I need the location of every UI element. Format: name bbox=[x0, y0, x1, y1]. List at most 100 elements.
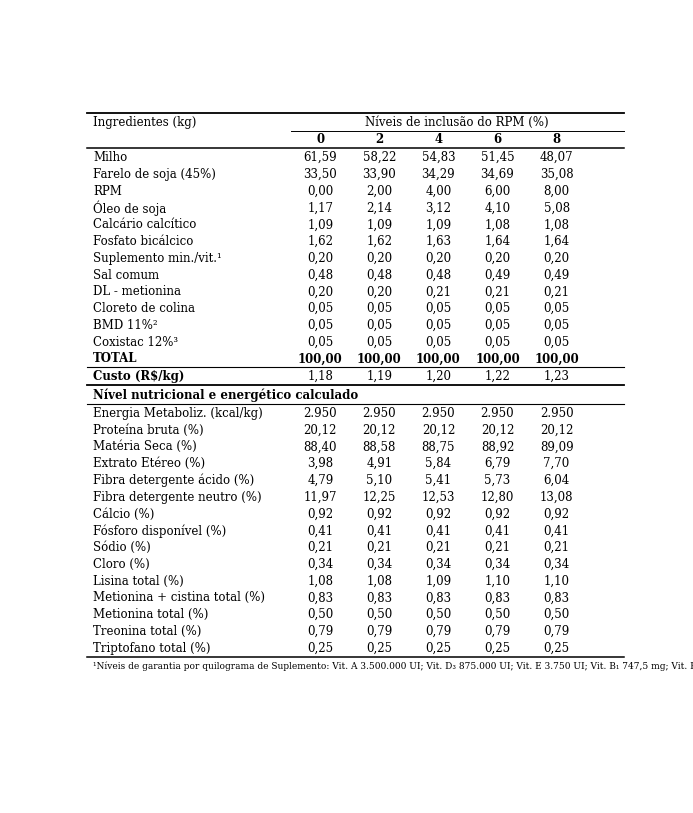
Text: 0,83: 0,83 bbox=[307, 591, 333, 604]
Text: 0,50: 0,50 bbox=[366, 608, 392, 621]
Text: 0,21: 0,21 bbox=[484, 541, 511, 554]
Text: Fósforo disponível (%): Fósforo disponível (%) bbox=[93, 524, 227, 537]
Text: 12,25: 12,25 bbox=[362, 491, 396, 504]
Text: Matéria Seca (%): Matéria Seca (%) bbox=[93, 441, 197, 454]
Text: 0,21: 0,21 bbox=[367, 541, 392, 554]
Text: 0,21: 0,21 bbox=[307, 541, 333, 554]
Text: 0,41: 0,41 bbox=[426, 524, 451, 537]
Text: 100,00: 100,00 bbox=[416, 353, 461, 366]
Text: 0,05: 0,05 bbox=[366, 336, 392, 349]
Text: 0,79: 0,79 bbox=[543, 625, 570, 638]
Text: 2,00: 2,00 bbox=[367, 185, 392, 198]
Text: 11,97: 11,97 bbox=[304, 491, 337, 504]
Text: 6: 6 bbox=[493, 133, 502, 146]
Text: 61,59: 61,59 bbox=[304, 151, 337, 164]
Text: Calcário calcítico: Calcário calcítico bbox=[93, 218, 196, 231]
Text: 6,79: 6,79 bbox=[484, 457, 511, 470]
Text: 4,79: 4,79 bbox=[307, 474, 333, 487]
Text: 0,48: 0,48 bbox=[367, 268, 392, 281]
Text: Coxistac 12%³: Coxistac 12%³ bbox=[93, 336, 178, 349]
Text: 0,20: 0,20 bbox=[307, 285, 333, 298]
Text: 12,53: 12,53 bbox=[421, 491, 455, 504]
Text: 1,09: 1,09 bbox=[367, 218, 392, 231]
Text: 1,08: 1,08 bbox=[484, 218, 511, 231]
Text: 1,10: 1,10 bbox=[484, 575, 511, 588]
Text: 0,34: 0,34 bbox=[543, 558, 570, 571]
Text: 2: 2 bbox=[375, 133, 383, 146]
Text: Energia Metaboliz. (kcal/kg): Energia Metaboliz. (kcal/kg) bbox=[93, 406, 263, 420]
Text: Cloro (%): Cloro (%) bbox=[93, 558, 150, 571]
Text: 0,50: 0,50 bbox=[426, 608, 452, 621]
Text: 1,19: 1,19 bbox=[367, 370, 392, 383]
Text: 1,62: 1,62 bbox=[307, 235, 333, 248]
Text: 0,25: 0,25 bbox=[484, 641, 511, 654]
Text: 0,20: 0,20 bbox=[367, 252, 392, 265]
Text: 100,00: 100,00 bbox=[357, 353, 402, 366]
Text: 1,09: 1,09 bbox=[426, 575, 451, 588]
Text: 1,64: 1,64 bbox=[543, 235, 570, 248]
Text: 6,00: 6,00 bbox=[484, 185, 511, 198]
Text: 4,91: 4,91 bbox=[367, 457, 392, 470]
Text: 0,41: 0,41 bbox=[307, 524, 333, 537]
Text: 0,79: 0,79 bbox=[426, 625, 452, 638]
Text: Cálcio (%): Cálcio (%) bbox=[93, 507, 155, 520]
Text: 0: 0 bbox=[316, 133, 324, 146]
Text: 0,92: 0,92 bbox=[543, 507, 570, 520]
Text: 89,09: 89,09 bbox=[540, 441, 573, 454]
Text: 0,79: 0,79 bbox=[366, 625, 392, 638]
Text: 1,08: 1,08 bbox=[367, 575, 392, 588]
Text: ¹Níveis de garantia por quilograma de Suplemento: Vit. A 3.500.000 UI; Vit. D₃ 8: ¹Níveis de garantia por quilograma de Su… bbox=[93, 662, 693, 672]
Text: Metionina total (%): Metionina total (%) bbox=[93, 608, 209, 621]
Text: 2.950: 2.950 bbox=[362, 406, 396, 420]
Text: 0,41: 0,41 bbox=[484, 524, 511, 537]
Text: 8: 8 bbox=[552, 133, 561, 146]
Text: 34,69: 34,69 bbox=[481, 168, 514, 181]
Text: 3,98: 3,98 bbox=[307, 457, 333, 470]
Text: 0,50: 0,50 bbox=[543, 608, 570, 621]
Text: Milho: Milho bbox=[93, 151, 128, 164]
Text: 5,10: 5,10 bbox=[367, 474, 392, 487]
Text: 7,70: 7,70 bbox=[543, 457, 570, 470]
Text: 1,09: 1,09 bbox=[426, 218, 451, 231]
Text: Nível nutricional e energético calculado: Nível nutricional e energético calculado bbox=[93, 389, 358, 402]
Text: 0,05: 0,05 bbox=[307, 302, 333, 315]
Text: 1,64: 1,64 bbox=[484, 235, 511, 248]
Text: 0,25: 0,25 bbox=[426, 641, 451, 654]
Text: 1,62: 1,62 bbox=[367, 235, 392, 248]
Text: 20,12: 20,12 bbox=[540, 424, 573, 437]
Text: 48,07: 48,07 bbox=[540, 151, 573, 164]
Text: 5,08: 5,08 bbox=[543, 202, 570, 215]
Text: 2.950: 2.950 bbox=[481, 406, 514, 420]
Text: 0,50: 0,50 bbox=[307, 608, 333, 621]
Text: 0,21: 0,21 bbox=[426, 285, 451, 298]
Text: 0,34: 0,34 bbox=[426, 558, 452, 571]
Text: 88,40: 88,40 bbox=[304, 441, 337, 454]
Text: 0,05: 0,05 bbox=[366, 319, 392, 332]
Text: 0,20: 0,20 bbox=[484, 252, 511, 265]
Text: 0,79: 0,79 bbox=[307, 625, 333, 638]
Text: 1,18: 1,18 bbox=[307, 370, 333, 383]
Text: 1,63: 1,63 bbox=[426, 235, 451, 248]
Text: 1,10: 1,10 bbox=[543, 575, 570, 588]
Text: 6,04: 6,04 bbox=[543, 474, 570, 487]
Text: Extrato Etéreo (%): Extrato Etéreo (%) bbox=[93, 457, 205, 470]
Text: Fosfato bicálcico: Fosfato bicálcico bbox=[93, 235, 193, 248]
Text: 0,21: 0,21 bbox=[543, 541, 570, 554]
Text: 0,05: 0,05 bbox=[307, 336, 333, 349]
Text: 88,92: 88,92 bbox=[481, 441, 514, 454]
Text: 2,14: 2,14 bbox=[367, 202, 392, 215]
Text: 34,29: 34,29 bbox=[421, 168, 455, 181]
Text: Custo (R$/kg): Custo (R$/kg) bbox=[93, 370, 184, 383]
Text: 12,80: 12,80 bbox=[481, 491, 514, 504]
Text: TOTAL: TOTAL bbox=[93, 353, 138, 366]
Text: Fibra detergente neutro (%): Fibra detergente neutro (%) bbox=[93, 491, 262, 504]
Text: 0,41: 0,41 bbox=[367, 524, 392, 537]
Text: 33,50: 33,50 bbox=[304, 168, 337, 181]
Text: 2.950: 2.950 bbox=[304, 406, 337, 420]
Text: 33,90: 33,90 bbox=[362, 168, 396, 181]
Text: Cloreto de colina: Cloreto de colina bbox=[93, 302, 195, 315]
Text: Treonina total (%): Treonina total (%) bbox=[93, 625, 202, 638]
Text: Óleo de soja: Óleo de soja bbox=[93, 200, 166, 215]
Text: 2.950: 2.950 bbox=[421, 406, 455, 420]
Text: 0,05: 0,05 bbox=[543, 302, 570, 315]
